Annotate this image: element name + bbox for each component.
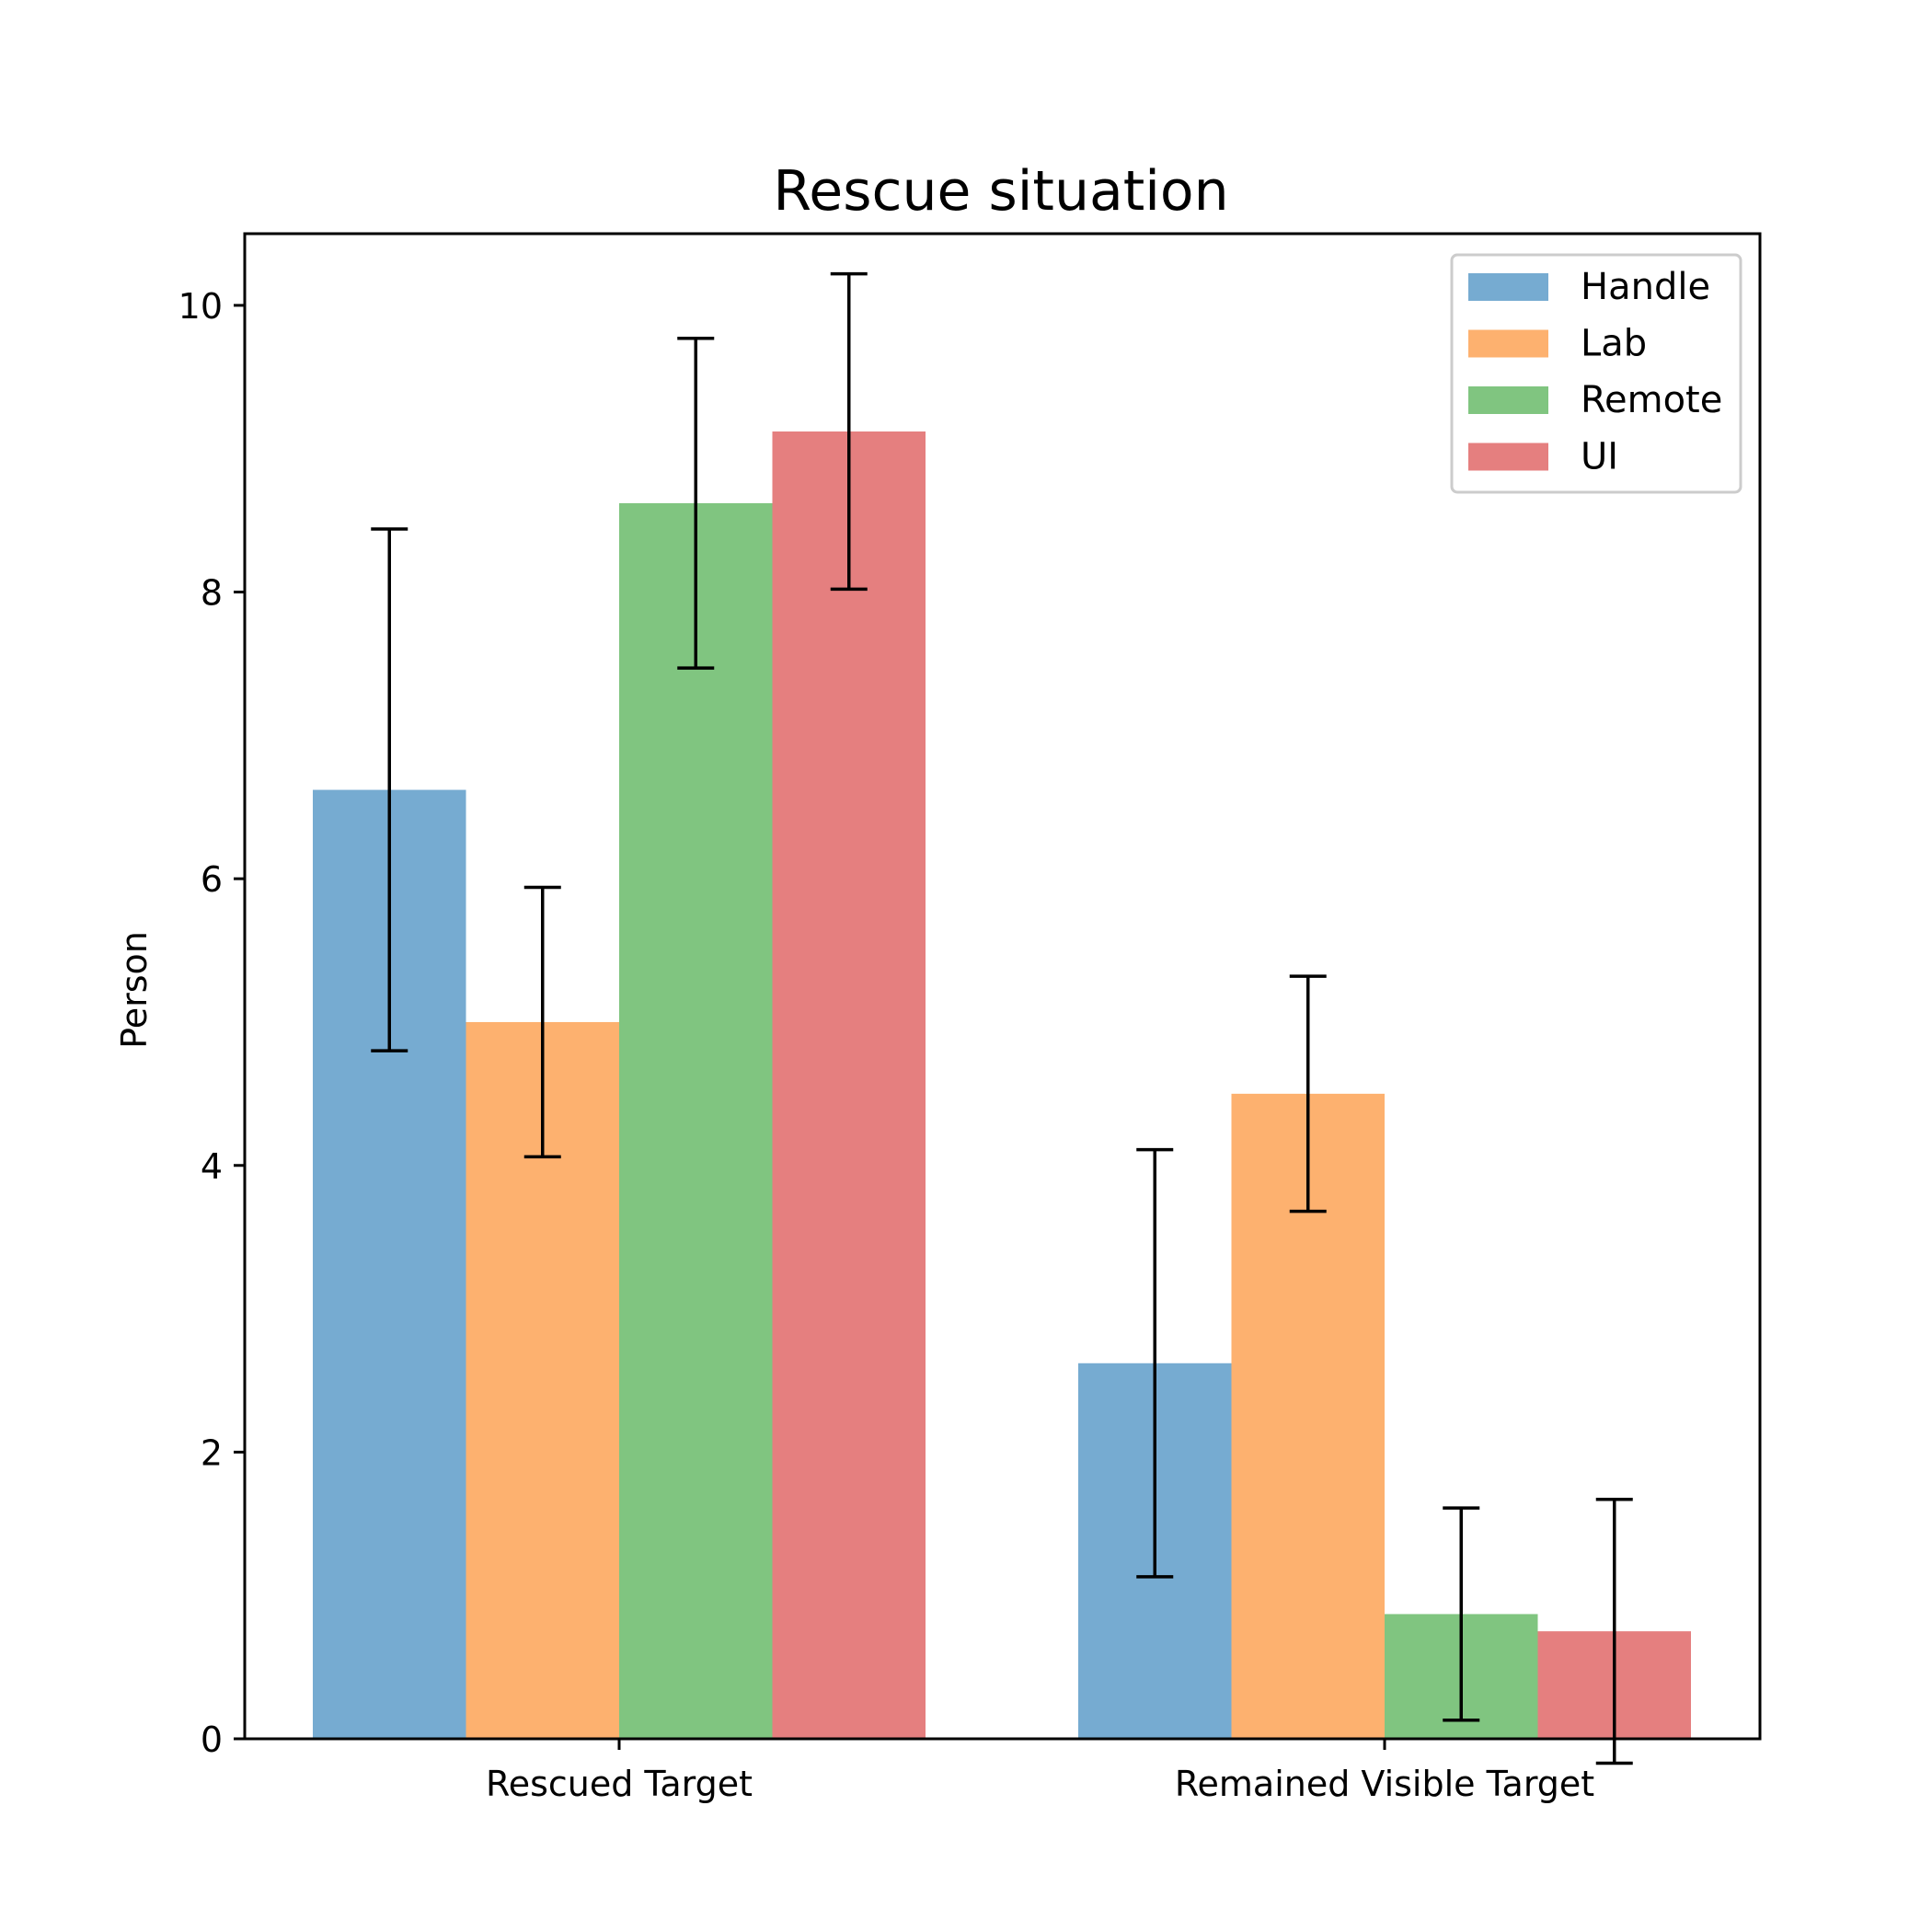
legend-swatch-lab	[1468, 329, 1548, 358]
error-bar-lab-1	[523, 885, 561, 1159]
x-tick-label: Remained Visible Target	[1175, 1764, 1594, 1804]
errorbars-layer	[371, 271, 1633, 1765]
error-bar-remote-1	[677, 336, 715, 670]
y-tick-label: 6	[201, 859, 223, 900]
legend-swatch-remote	[1468, 386, 1548, 414]
chart-title: Rescue situation	[773, 159, 1228, 224]
legend: Handle Lab Remote UI	[1450, 253, 1742, 494]
y-tick-label: 4	[201, 1146, 223, 1187]
bar-ui-1	[772, 431, 926, 1740]
legend-swatch-handle	[1468, 273, 1548, 301]
x-tick-label: Rescued Target	[486, 1764, 753, 1804]
y-axis-label: Person	[114, 931, 155, 1049]
axes-layer: 0 2 4 6 8 10 Rescued Target Remained Visible Ta…	[178, 232, 1762, 1804]
y-tick-label: 0	[201, 1719, 223, 1760]
error-bar-ui-2	[1595, 1498, 1633, 1765]
y-tick-label: 8	[201, 573, 223, 614]
bars-layer	[313, 431, 1691, 1740]
legend-label-handle: Handle	[1581, 266, 1710, 308]
error-bar-ui-1	[830, 271, 868, 592]
y-tick-label: 10	[178, 286, 223, 327]
error-bar-lab-2	[1289, 974, 1327, 1213]
bar-remote-1	[619, 502, 773, 1739]
legend-label-ui: UI	[1581, 436, 1618, 478]
plot-frame	[243, 232, 1762, 1741]
error-bar-handle-1	[371, 527, 408, 1052]
error-bar-remote-2	[1443, 1506, 1480, 1722]
legend-box	[1450, 253, 1742, 494]
legend-label-lab: Lab	[1581, 323, 1647, 365]
legend-swatch-ui	[1468, 443, 1548, 471]
y-tick-label: 2	[201, 1432, 223, 1473]
legend-label-remote: Remote	[1581, 379, 1722, 421]
error-bar-handle-2	[1136, 1147, 1174, 1579]
